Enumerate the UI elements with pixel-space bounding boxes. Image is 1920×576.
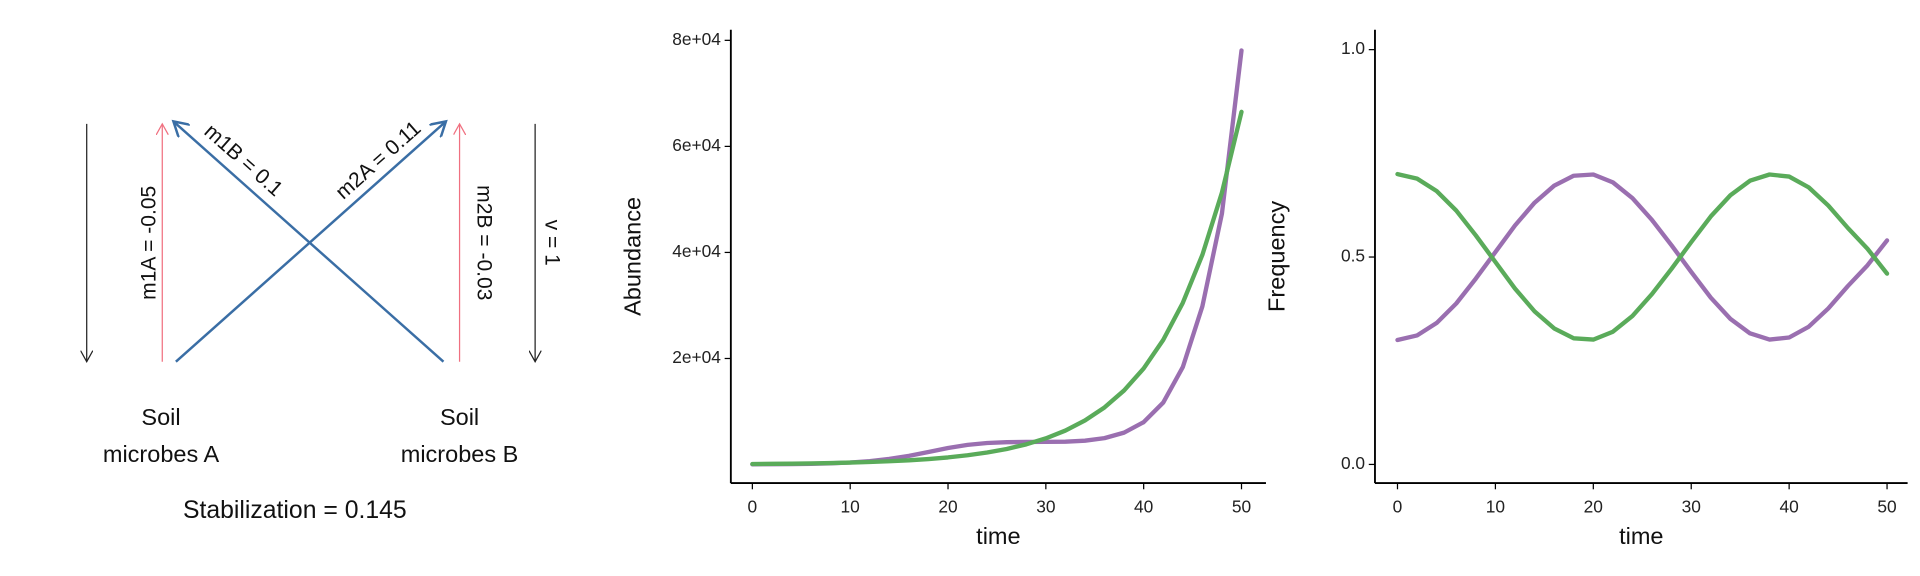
x-tick-label: 20 [1584,496,1603,516]
x-tick-label: 40 [1134,496,1153,516]
x-axis-title: time [1619,523,1663,549]
line [1395,172,1890,343]
y-axis-title: Frequency [1264,201,1290,312]
diagram: m1A = -0.05 m1B = 0.1 m2A = 0.11 m2B = -… [87,117,564,524]
y-tick-label: 0.5 [1341,246,1365,266]
node-label: microbes B [401,441,519,467]
x-tick-label: 0 [1393,496,1403,516]
arrow-label: v = 1 [541,220,564,266]
x-tick-label: 20 [938,496,957,516]
x-tick-label: 30 [1036,496,1055,516]
x-axis-title: time [976,523,1020,549]
y-tick-label: 8e+04 [672,29,721,49]
x-tick-label: 10 [841,496,860,516]
stabilization: Stabilization = 0.145 [183,497,407,524]
x-tick-label: 50 [1877,496,1896,516]
y-tick-label: 0.0 [1341,453,1365,473]
line [750,48,1244,467]
x-tick-label: 40 [1779,496,1798,516]
y-tick-label: 4e+04 [672,241,721,261]
y-axis-title: Abundance [619,197,645,316]
x-tick-label: 30 [1682,496,1701,516]
x-tick-label: 10 [1486,496,1505,516]
x-tick-label: 0 [748,496,758,516]
arrow-label: m1A = -0.05 [137,186,160,300]
line [750,109,1244,467]
y-tick-label: 6e+04 [672,135,721,155]
node-label: Soil [440,404,479,430]
arrow [175,121,446,363]
y-tick-label: 2e+04 [672,347,721,367]
arrow-label: m2B = -0.03 [473,185,496,300]
arrow-label: m1B = 0.1 [200,120,287,201]
x-tick-label: 50 [1232,496,1251,516]
node-label: Soil [141,404,180,430]
line [1395,171,1890,342]
y-tick-label: 1.0 [1341,38,1365,58]
node-label: microbes A [103,441,220,467]
arrow [173,121,445,363]
arrow-label: m2A = 0.11 [331,117,425,204]
